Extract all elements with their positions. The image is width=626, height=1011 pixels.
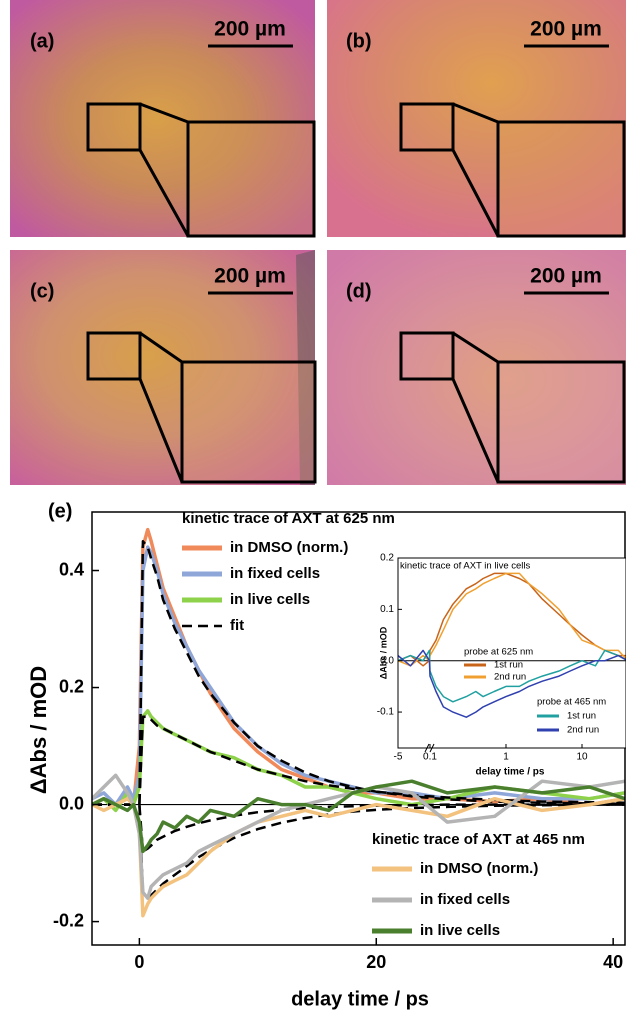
- x-tick-label: 10: [576, 752, 588, 763]
- fit-line: [92, 803, 625, 900]
- fit-line: [92, 715, 625, 806]
- plot-lines: [92, 527, 625, 918]
- scale-bar-label: 200 µm: [214, 265, 286, 288]
- legend-label: in fixed cells: [230, 565, 320, 582]
- x-tick-label: 1: [503, 752, 509, 763]
- legend-label: in live cells: [420, 922, 500, 939]
- inset-background: [398, 558, 626, 748]
- x-tick-label: 0.1: [423, 752, 437, 763]
- micrograph: [327, 250, 626, 485]
- x-axis-label: delay time / ps: [291, 988, 429, 1010]
- panel-label: (c): [30, 280, 54, 302]
- y-axis-label: ΔAbs / mOD: [378, 626, 388, 679]
- y-tick-label: 0.4: [59, 559, 84, 579]
- panel-label: (b): [346, 30, 372, 52]
- chart-title: kinetic trace of AXT in live cells: [400, 561, 530, 572]
- scale-bar-label: 200 µm: [530, 265, 602, 288]
- x-axis-label: delay time / ps: [476, 767, 545, 778]
- x-tick-label: -5: [394, 752, 403, 763]
- legend-label: 2nd run: [567, 725, 599, 736]
- y-tick-label: 0.1: [380, 604, 394, 615]
- legend-label: in live cells: [230, 591, 310, 608]
- axis-break: [424, 743, 435, 753]
- y-tick-label: 0.2: [380, 553, 394, 564]
- micrograph: [10, 250, 315, 485]
- data-line: [92, 773, 625, 900]
- data-line: [398, 649, 626, 718]
- data-line: [92, 779, 625, 854]
- legend-label: 2nd run: [494, 672, 526, 683]
- y-tick-label: -0.2: [53, 910, 84, 930]
- legend-label: fit: [230, 617, 244, 634]
- x-tick-label: 20: [366, 952, 386, 972]
- legend-label: 1st run: [567, 711, 596, 722]
- plot-lines: [398, 572, 626, 718]
- scale-bar-label: 200 µm: [214, 18, 286, 41]
- y-tick-label: 0.0: [59, 793, 84, 813]
- legend-label: in DMSO (norm.): [230, 539, 348, 556]
- legend-label: 1st run: [494, 660, 523, 671]
- legend-label: in DMSO (norm.): [420, 860, 538, 877]
- zoom-boxes: [86, 102, 626, 484]
- legend-title: kinetic trace of AXT at 465 nm: [372, 831, 585, 848]
- fit-line: [92, 803, 625, 853]
- x-tick-label: 40: [603, 952, 623, 972]
- data-line: [92, 796, 625, 918]
- x-tick-label: 0: [134, 952, 144, 972]
- plot-frame: [397, 557, 626, 749]
- panel-label: (a): [30, 30, 54, 52]
- data-line: [92, 709, 625, 813]
- micrograph: [10, 0, 315, 237]
- fit-line: [92, 540, 625, 806]
- image-shadow: [296, 250, 315, 485]
- legend-title: probe at 625 nm: [464, 647, 533, 658]
- legend-title: probe at 465 nm: [537, 697, 606, 708]
- y-tick-label: 0.0: [380, 655, 394, 666]
- panel-label: (d): [346, 280, 372, 302]
- legend-label: in fixed cells: [420, 891, 510, 908]
- y-axis-label: ΔAbs / mOD: [26, 666, 51, 794]
- scale-bar-label: 200 µm: [530, 18, 602, 41]
- panel-label: (e): [48, 500, 72, 522]
- y-tick-label: -0.1: [377, 707, 395, 718]
- y-tick-label: 0.2: [59, 676, 84, 696]
- legend-title: kinetic trace of AXT at 625 nm: [182, 510, 395, 527]
- scale-bars: [208, 44, 609, 295]
- micrograph-panels: [10, 0, 626, 485]
